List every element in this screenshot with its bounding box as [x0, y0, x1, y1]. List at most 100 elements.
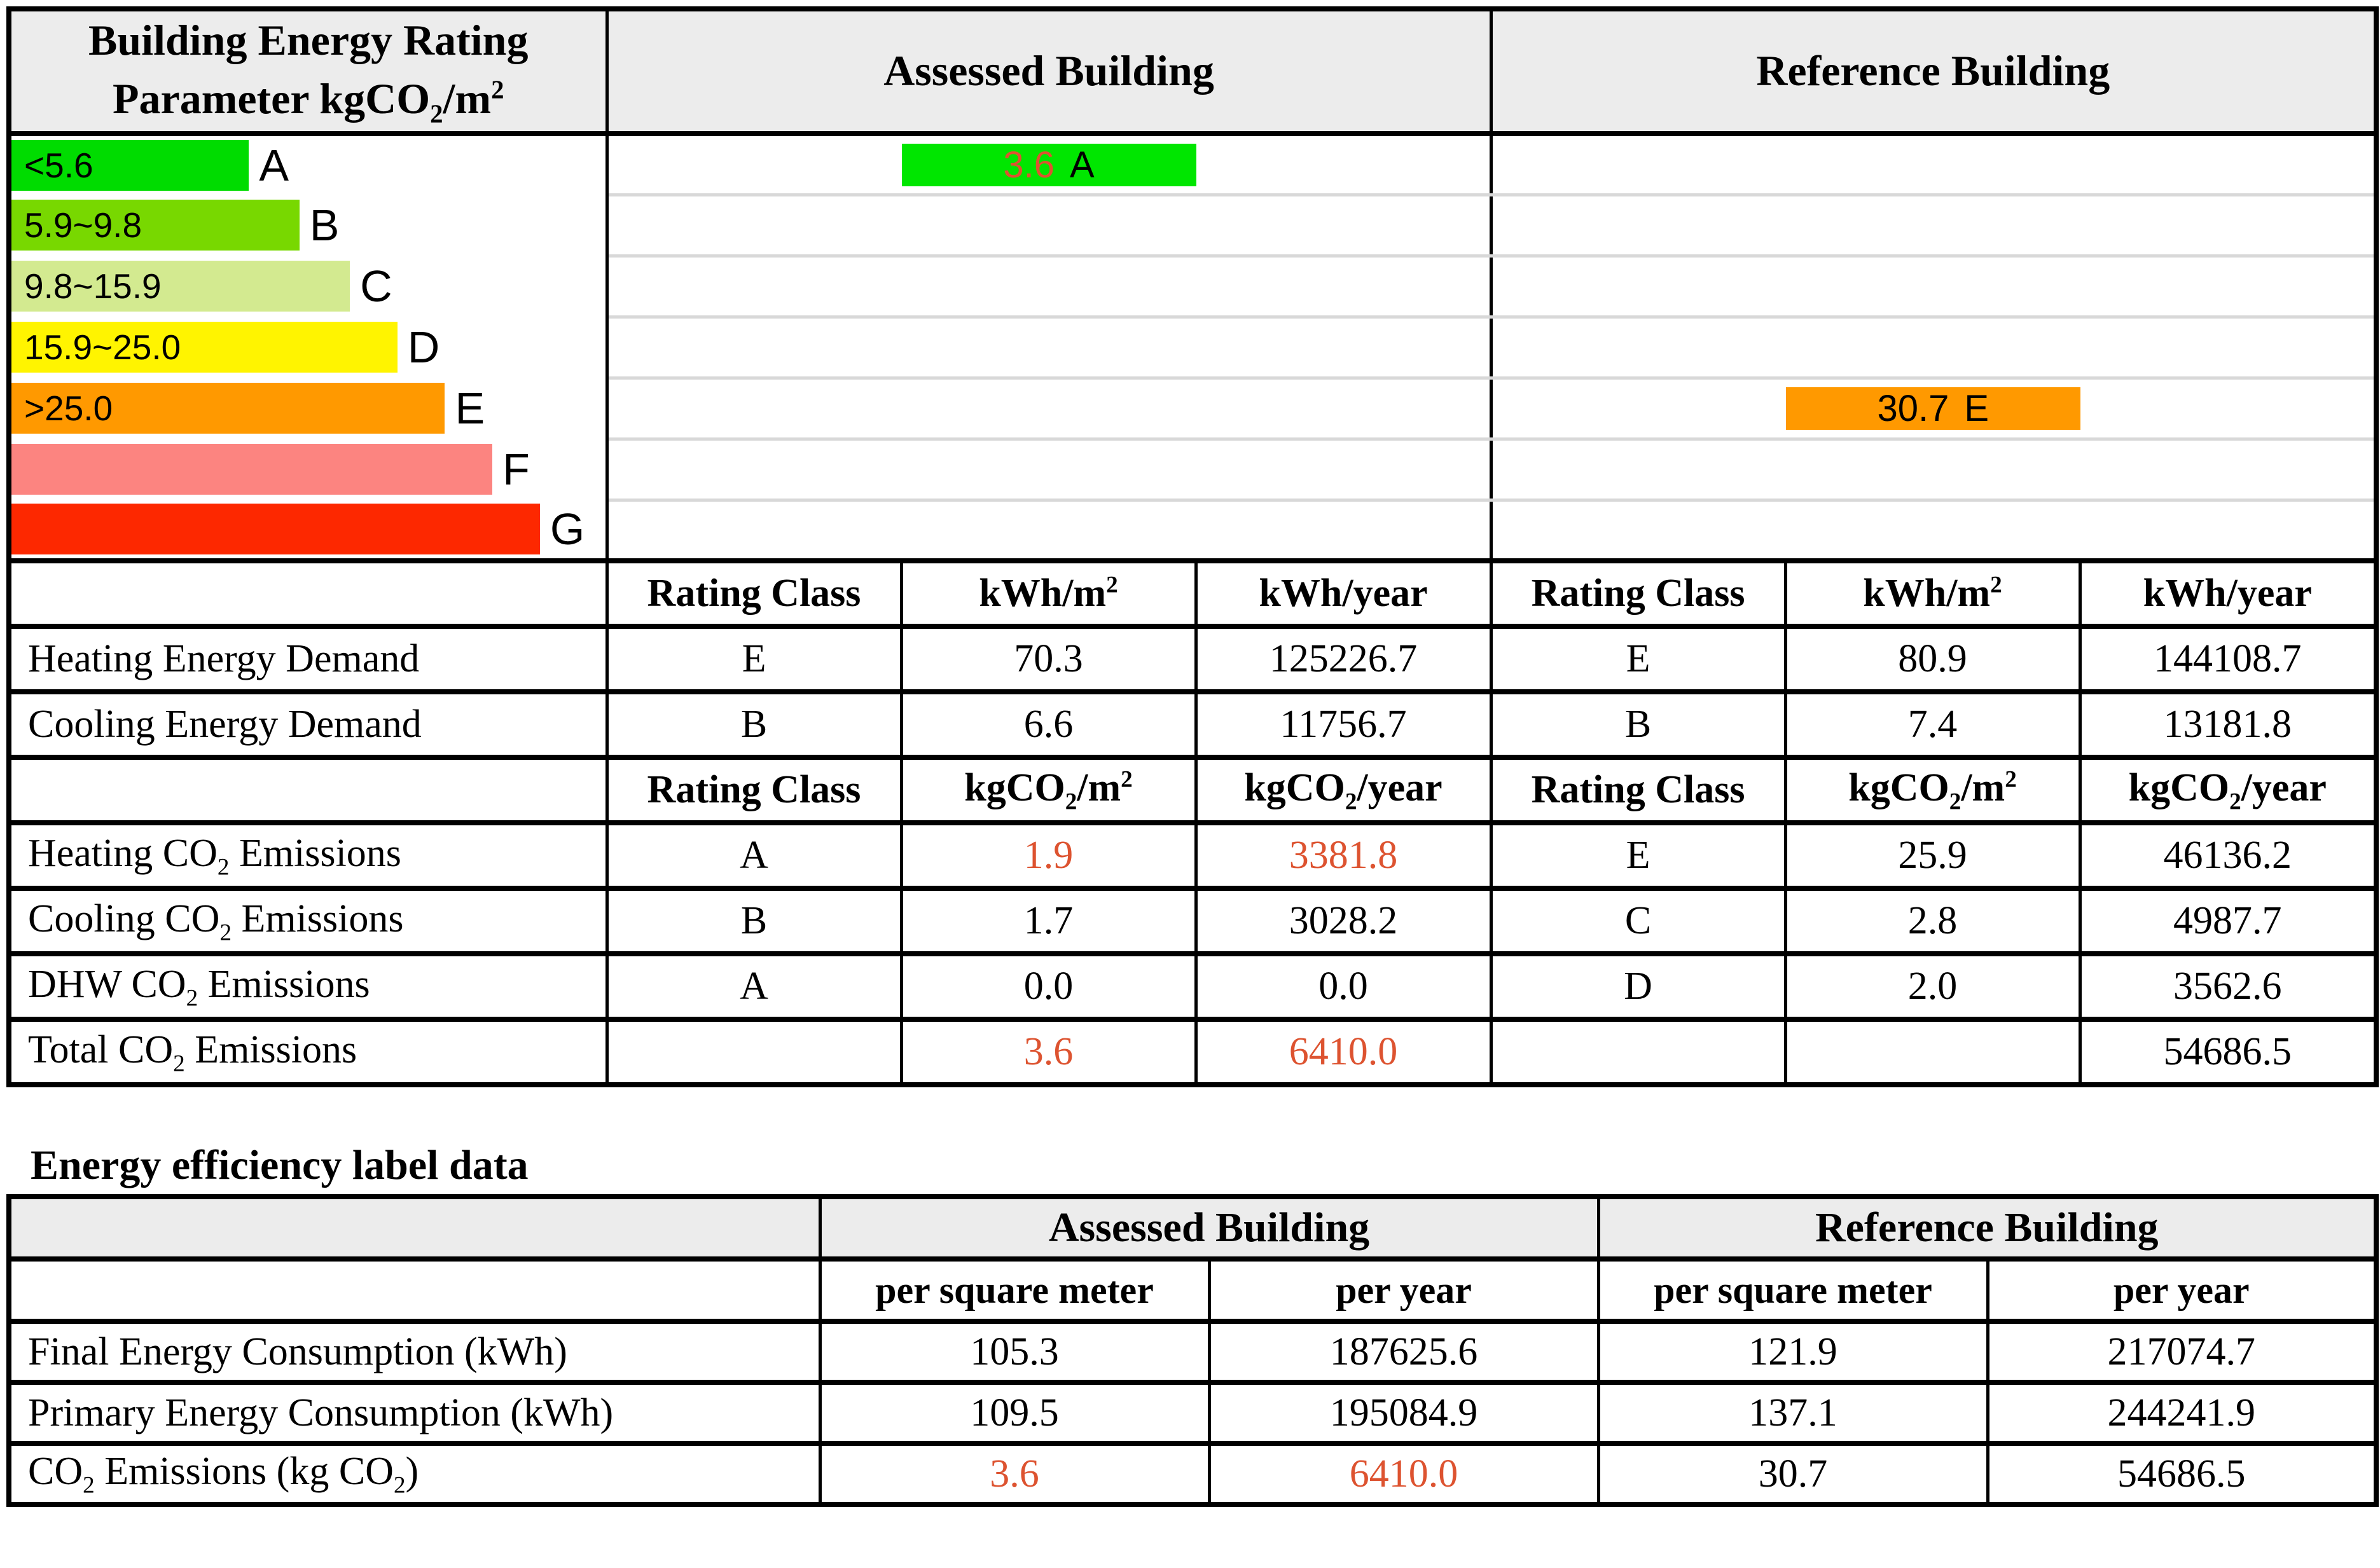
cell-value: 137.1	[1596, 1380, 1989, 1446]
cell-value: E	[605, 624, 903, 695]
cell-value: 195084.9	[1207, 1380, 1600, 1446]
rating-band-row-b: 5.9~9.8 B	[9, 195, 2377, 258]
rating-band-bar-e: >25.0	[11, 383, 445, 434]
rating-band-range: <5.6	[24, 146, 93, 186]
cell-value: E	[1489, 624, 1787, 695]
assessed-band-cell-e	[607, 378, 1491, 441]
cell-value: 105.3	[818, 1319, 1211, 1385]
reference-per-square-meter-header: per square meter	[1596, 1256, 1989, 1324]
cell-value-highlighted: 6410.0	[1207, 1441, 1600, 1507]
cell-value: A	[605, 820, 903, 891]
cell-value: 121.9	[1596, 1319, 1989, 1385]
empty-label-cell	[7, 1256, 822, 1324]
rating-band-letter: F	[502, 444, 530, 495]
rating-band-bar-b: 5.9~9.8	[11, 200, 300, 251]
row-label: Cooling CO2 Emissions	[7, 886, 609, 957]
rating-band-letter: E	[455, 383, 485, 434]
rating-band-row-a: <5.6 A 3.6 A	[9, 134, 2377, 196]
row-label: Cooling Energy Demand	[7, 689, 609, 760]
cell-value: B	[605, 886, 903, 957]
rating-band-letter: C	[360, 261, 392, 312]
total-co2-emissions-row: Total CO2 Emissions 3.6 6410.0 54686.5	[7, 1017, 2378, 1088]
cell-value	[1783, 1017, 2082, 1088]
reference-rating-bar: 30.7 E	[1785, 387, 2080, 430]
cell-value-highlighted: 3381.8	[1194, 820, 1493, 891]
rating-parameter-title-line1: Building Energy Rating	[88, 16, 529, 64]
row-label: Heating CO2 Emissions	[7, 820, 609, 891]
cell-value: 11756.7	[1194, 689, 1493, 760]
empty-label-cell	[7, 558, 609, 629]
cell-value: 30.7	[1596, 1441, 1989, 1507]
assessed-per-square-meter-header: per square meter	[818, 1256, 1211, 1324]
rating-band-row-e: >25.0 E 30.7 E	[9, 378, 2377, 441]
row-label: Heating Energy Demand	[7, 624, 609, 695]
rating-band-bar-c: 9.8~15.9	[11, 261, 350, 312]
cell-value	[605, 1017, 903, 1088]
heating-energy-demand-row: Heating Energy Demand E 70.3 125226.7 E …	[7, 624, 2378, 695]
rating-parameter-header: Building Energy Rating Parameter kgCO2/m…	[7, 9, 609, 137]
cell-value: 217074.7	[1986, 1319, 2378, 1385]
cell-value: 109.5	[818, 1380, 1211, 1446]
reference-band-cell-c	[1489, 256, 2377, 319]
cell-value: 0.0	[899, 951, 1198, 1022]
cell-value: 2.0	[1783, 951, 2082, 1022]
cell-value	[1489, 1017, 1787, 1088]
cell-value: 125226.7	[1194, 624, 1493, 695]
row-label: CO2 Emissions (kg CO2)	[7, 1441, 822, 1507]
cell-value: 3028.2	[1194, 886, 1493, 957]
cell-value: 6.6	[899, 689, 1198, 760]
rating-parameter-title-line2: Parameter kgCO2/m2	[112, 74, 504, 128]
rating-band-row-d: 15.9~25.0 D	[9, 317, 2377, 380]
reference-rating-class-header: Rating Class	[1489, 755, 1787, 826]
empty-label-cell	[7, 1194, 822, 1262]
assessed-building-header: Assessed Building	[605, 9, 1493, 137]
cell-value-highlighted: 3.6	[818, 1441, 1211, 1507]
cell-value: 187625.6	[1207, 1319, 1600, 1385]
rating-band-letter: G	[550, 504, 585, 554]
assessed-rating-class-header: Rating Class	[605, 558, 903, 629]
assessed-band-cell-d	[607, 317, 1491, 380]
cell-value: 54686.5	[1986, 1441, 2378, 1507]
heating-co2-emissions-row: Heating CO2 Emissions A 1.9 3381.8 E 25.…	[7, 820, 2378, 891]
cell-value: 2.8	[1783, 886, 2082, 957]
cell-value: 144108.7	[2078, 624, 2378, 695]
rating-band-row-c: 9.8~15.9 C	[9, 256, 2377, 319]
reference-band-cell-f	[1489, 439, 2377, 502]
cell-value: A	[605, 951, 903, 1022]
cell-value: C	[1489, 886, 1787, 957]
label-table-unit-header-row: per square meter per year per square met…	[7, 1256, 2378, 1324]
cell-value: 4987.7	[2078, 886, 2378, 957]
rating-band-row-f: F	[9, 439, 2377, 502]
assessed-per-year-header: per year	[1207, 1256, 1600, 1324]
assessed-kwh-year-header: kWh/year	[1194, 558, 1493, 629]
cell-value: 0.0	[1194, 951, 1493, 1022]
cell-value-highlighted: 3.6	[899, 1017, 1198, 1088]
cell-value: 7.4	[1783, 689, 2082, 760]
rating-band-range: >25.0	[24, 389, 113, 429]
row-label: DHW CO2 Emissions	[7, 951, 609, 1022]
energy-demand-header-row: Rating Class kWh/m2 kWh/year Rating Clas…	[7, 558, 2378, 629]
assessed-band-cell-a: 3.6 A	[607, 134, 1491, 196]
rating-band-letter: D	[407, 322, 440, 373]
rating-band-row-g: G	[9, 500, 2377, 563]
rating-band-bar-f	[11, 444, 493, 495]
cell-value: 25.9	[1783, 820, 2082, 891]
cell-value: 13181.8	[2078, 689, 2378, 760]
cell-value: E	[1489, 820, 1787, 891]
building-energy-rating-table: Building Energy Rating Parameter kgCO2/m…	[6, 6, 2379, 1088]
reference-building-header: Reference Building	[1489, 9, 2378, 137]
energy-efficiency-label-title: Energy efficiency label data	[31, 1142, 529, 1188]
cell-value: 1.7	[899, 886, 1198, 957]
reference-kgco2-year-header: kgCO2/year	[2078, 755, 2378, 826]
cell-value: 80.9	[1783, 624, 2082, 695]
reference-band-cell-g	[1489, 500, 2377, 563]
reference-per-year-header: per year	[1986, 1256, 2378, 1324]
reference-kgco2-m2-header: kgCO2/m2	[1783, 755, 2082, 826]
cooling-co2-emissions-row: Cooling CO2 Emissions B 1.7 3028.2 C 2.8…	[7, 886, 2378, 957]
cell-value: 54686.5	[2078, 1017, 2378, 1088]
reference-band-cell-b	[1489, 195, 2377, 258]
reference-band-cell-d	[1489, 317, 2377, 380]
cell-value: B	[1489, 689, 1787, 760]
assessed-rating-class-header: Rating Class	[605, 755, 903, 826]
rating-band-letter: A	[259, 141, 289, 191]
